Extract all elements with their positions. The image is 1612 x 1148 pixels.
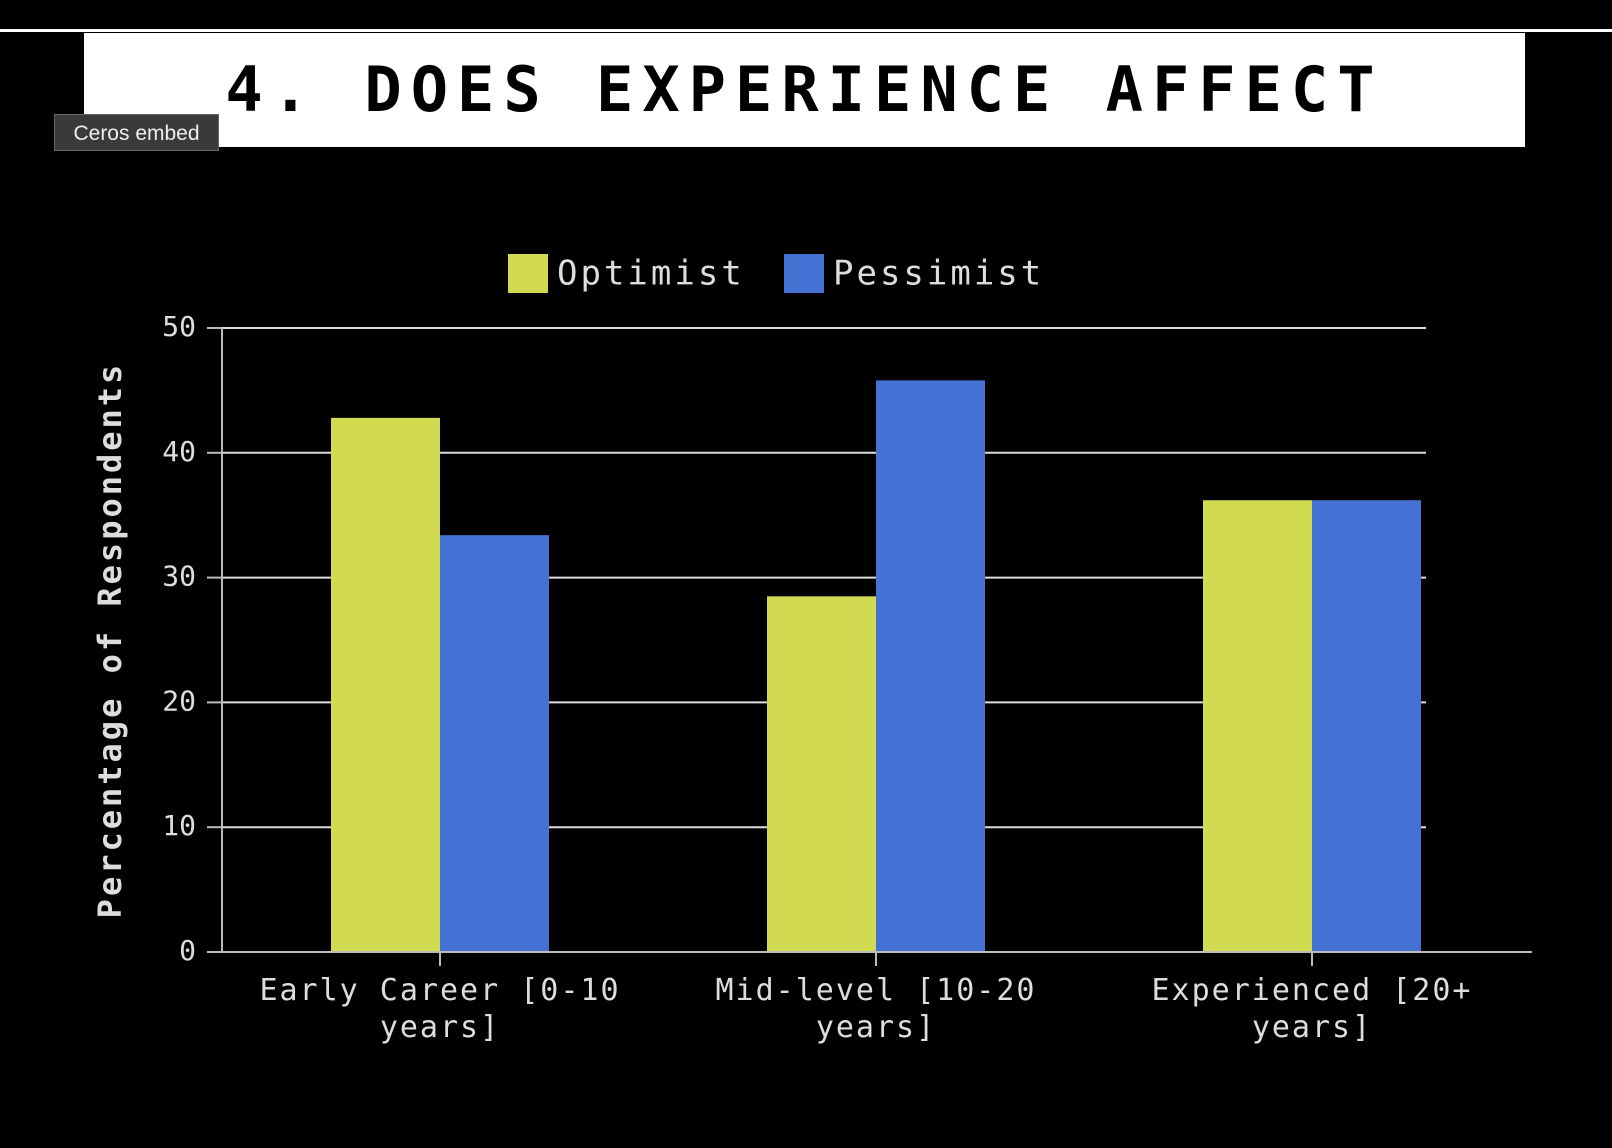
legend-label: Pessimist (833, 254, 1044, 294)
legend-swatch (784, 254, 824, 293)
bar (876, 380, 985, 952)
y-tick-label: 10 (162, 809, 196, 842)
bar (1203, 500, 1312, 952)
bar (331, 417, 440, 953)
title: 4. DOES EXPERIENCE AFFECT ATTITUDE? (84, 33, 1525, 240)
top-rule (0, 29, 1612, 32)
y-tick-label: 30 (162, 560, 196, 593)
x-tick-label: Early Career [0-10 years] (259, 973, 621, 1045)
x-tick-label: Mid-level [10-20 years] (715, 973, 1037, 1045)
y-tick-label: 50 (162, 310, 196, 343)
bar (767, 596, 876, 952)
y-tick-label: 0 (179, 934, 196, 967)
legend-swatch (508, 254, 548, 293)
legend-label: Optimist (557, 254, 745, 294)
y-axis-label: Percentage of Respondents (91, 362, 129, 919)
y-tick-label: 40 (162, 435, 196, 468)
bar (1312, 500, 1421, 952)
y-tick-label: 20 (162, 684, 196, 717)
tooltip: Ceros embed (54, 114, 219, 151)
x-tick-label: Experienced [20+ years] (1151, 973, 1473, 1045)
bar (440, 535, 549, 952)
